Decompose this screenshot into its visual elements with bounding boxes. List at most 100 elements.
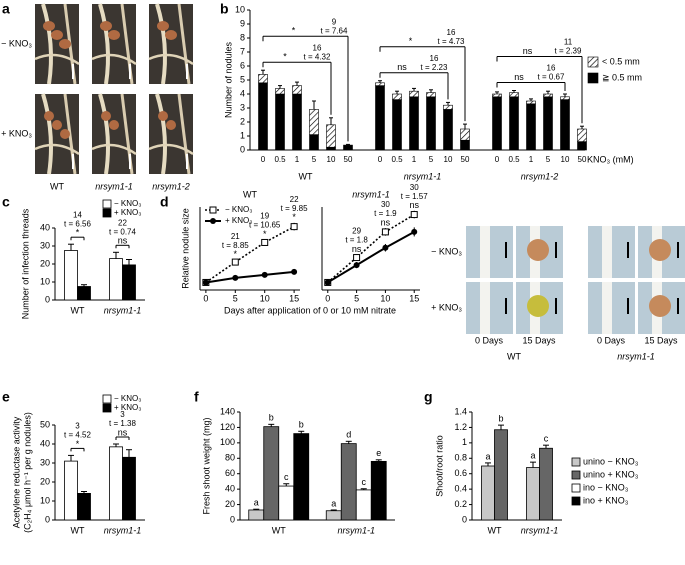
photo bbox=[149, 4, 193, 84]
bar bbox=[278, 485, 295, 521]
photo-day-label: 15 Days bbox=[522, 335, 556, 345]
y-tick-label: 50 bbox=[40, 419, 50, 429]
root bbox=[91, 143, 137, 156]
test-sig: * bbox=[292, 212, 296, 222]
x-tick-label: WT bbox=[272, 525, 286, 535]
stem bbox=[480, 226, 490, 278]
photo-column-label: nrsym1-1 bbox=[617, 351, 655, 361]
legend-swatch bbox=[571, 457, 581, 467]
x-tick-label: nrsym1-1 bbox=[104, 305, 142, 315]
y-axis-label: Relative nodule size bbox=[180, 208, 190, 289]
root bbox=[148, 53, 194, 66]
marker bbox=[261, 271, 268, 278]
bar-segment bbox=[292, 85, 302, 95]
y-tick-label: 1.4 bbox=[454, 406, 467, 416]
root bbox=[155, 93, 167, 175]
y-tick-label: 2 bbox=[240, 116, 245, 126]
y-tick-label: 0 bbox=[45, 294, 50, 304]
bar-segment bbox=[492, 96, 502, 151]
y-tick-label: 7 bbox=[240, 46, 245, 56]
test-sig: ns bbox=[409, 200, 419, 210]
root bbox=[63, 3, 77, 85]
marker bbox=[261, 238, 269, 246]
x-tick-label: 5 bbox=[354, 293, 359, 303]
test-df: 16 bbox=[313, 43, 322, 52]
root bbox=[41, 3, 53, 85]
legend-label: ino + KNO₃ bbox=[583, 495, 629, 505]
nodule bbox=[649, 295, 671, 317]
photo-column-label: nrsym1-2 bbox=[152, 181, 190, 191]
marker bbox=[381, 228, 389, 236]
marker bbox=[353, 254, 361, 262]
bar-segment bbox=[509, 96, 519, 151]
legend-swatch bbox=[102, 208, 112, 218]
root bbox=[91, 53, 137, 66]
photo-row-label: − KNO₃ bbox=[431, 246, 462, 256]
bar bbox=[340, 443, 357, 521]
bar bbox=[526, 467, 540, 521]
x-tick-label: WT bbox=[71, 305, 85, 315]
root bbox=[120, 3, 134, 85]
significance-letter: c bbox=[284, 472, 289, 482]
legend-swatch bbox=[571, 496, 581, 506]
legend-swatch bbox=[587, 72, 599, 84]
legend-label: − KNO₃ bbox=[114, 394, 142, 403]
marker bbox=[353, 262, 360, 269]
x-tick-label: 1 bbox=[412, 155, 417, 164]
nodule bbox=[52, 120, 62, 130]
test-df: 30 bbox=[410, 183, 419, 192]
photo-column-label: nrsym1-1 bbox=[95, 181, 133, 191]
significance-letter: d bbox=[346, 430, 351, 440]
bar-segment bbox=[526, 103, 536, 151]
x-tick-label: nrsym1-1 bbox=[337, 525, 375, 535]
nodule bbox=[51, 30, 63, 40]
y-tick-label: 30 bbox=[40, 240, 50, 250]
significance-letter: b bbox=[299, 420, 304, 430]
x-tick-label: 50 bbox=[461, 155, 470, 164]
bar-segment bbox=[426, 92, 436, 98]
nodule bbox=[59, 39, 71, 49]
bar-segment bbox=[560, 96, 570, 100]
y-tick-label: 9 bbox=[240, 18, 245, 28]
x-tick-label: 1 bbox=[295, 155, 300, 164]
root bbox=[34, 143, 80, 156]
bar bbox=[263, 426, 280, 521]
test-stat: t = 4.73 bbox=[438, 37, 465, 46]
test-sig: * bbox=[283, 52, 287, 62]
test-df: 9 bbox=[332, 17, 337, 26]
x-tick-label: 10 bbox=[260, 293, 270, 303]
line bbox=[327, 231, 415, 284]
marker bbox=[291, 268, 298, 275]
y-tick-label: 1 bbox=[462, 437, 467, 447]
bar-segment bbox=[275, 93, 285, 151]
bar-segment bbox=[543, 96, 553, 151]
marker bbox=[202, 279, 209, 286]
test-stat: t = 0.67 bbox=[538, 73, 565, 82]
marker bbox=[231, 258, 239, 266]
test-sig: * bbox=[76, 228, 80, 238]
bar bbox=[325, 510, 342, 521]
y-tick-label: 4 bbox=[240, 88, 245, 98]
nodule bbox=[649, 239, 671, 261]
test-df: 22 bbox=[118, 218, 127, 227]
y-tick-label: 0 bbox=[462, 514, 467, 524]
test-stat: t = 9.85 bbox=[281, 204, 308, 213]
bar bbox=[64, 250, 78, 301]
panel-label: b bbox=[220, 1, 229, 17]
y-tick-label: 80 bbox=[225, 453, 235, 463]
bar-segment bbox=[577, 141, 587, 151]
x-tick-label: 0 bbox=[495, 155, 500, 164]
nodule bbox=[109, 120, 119, 130]
test-stat: t = 2.39 bbox=[555, 47, 582, 56]
test-sig: * bbox=[76, 439, 80, 449]
bar-segment bbox=[443, 109, 453, 151]
y-tick-label: 60 bbox=[225, 468, 235, 478]
y-axis-label: Fresh shoot weight (mg) bbox=[201, 417, 211, 514]
legend-label: ≧ 0.5 mm bbox=[602, 72, 642, 82]
x-tick-label: 0 bbox=[378, 155, 383, 164]
y-tick-label: 0.8 bbox=[454, 453, 467, 463]
bar-segment bbox=[375, 85, 385, 151]
photo-column-label: WT bbox=[507, 351, 521, 361]
stem bbox=[602, 226, 612, 278]
y-tick-label: 1.2 bbox=[454, 422, 467, 432]
